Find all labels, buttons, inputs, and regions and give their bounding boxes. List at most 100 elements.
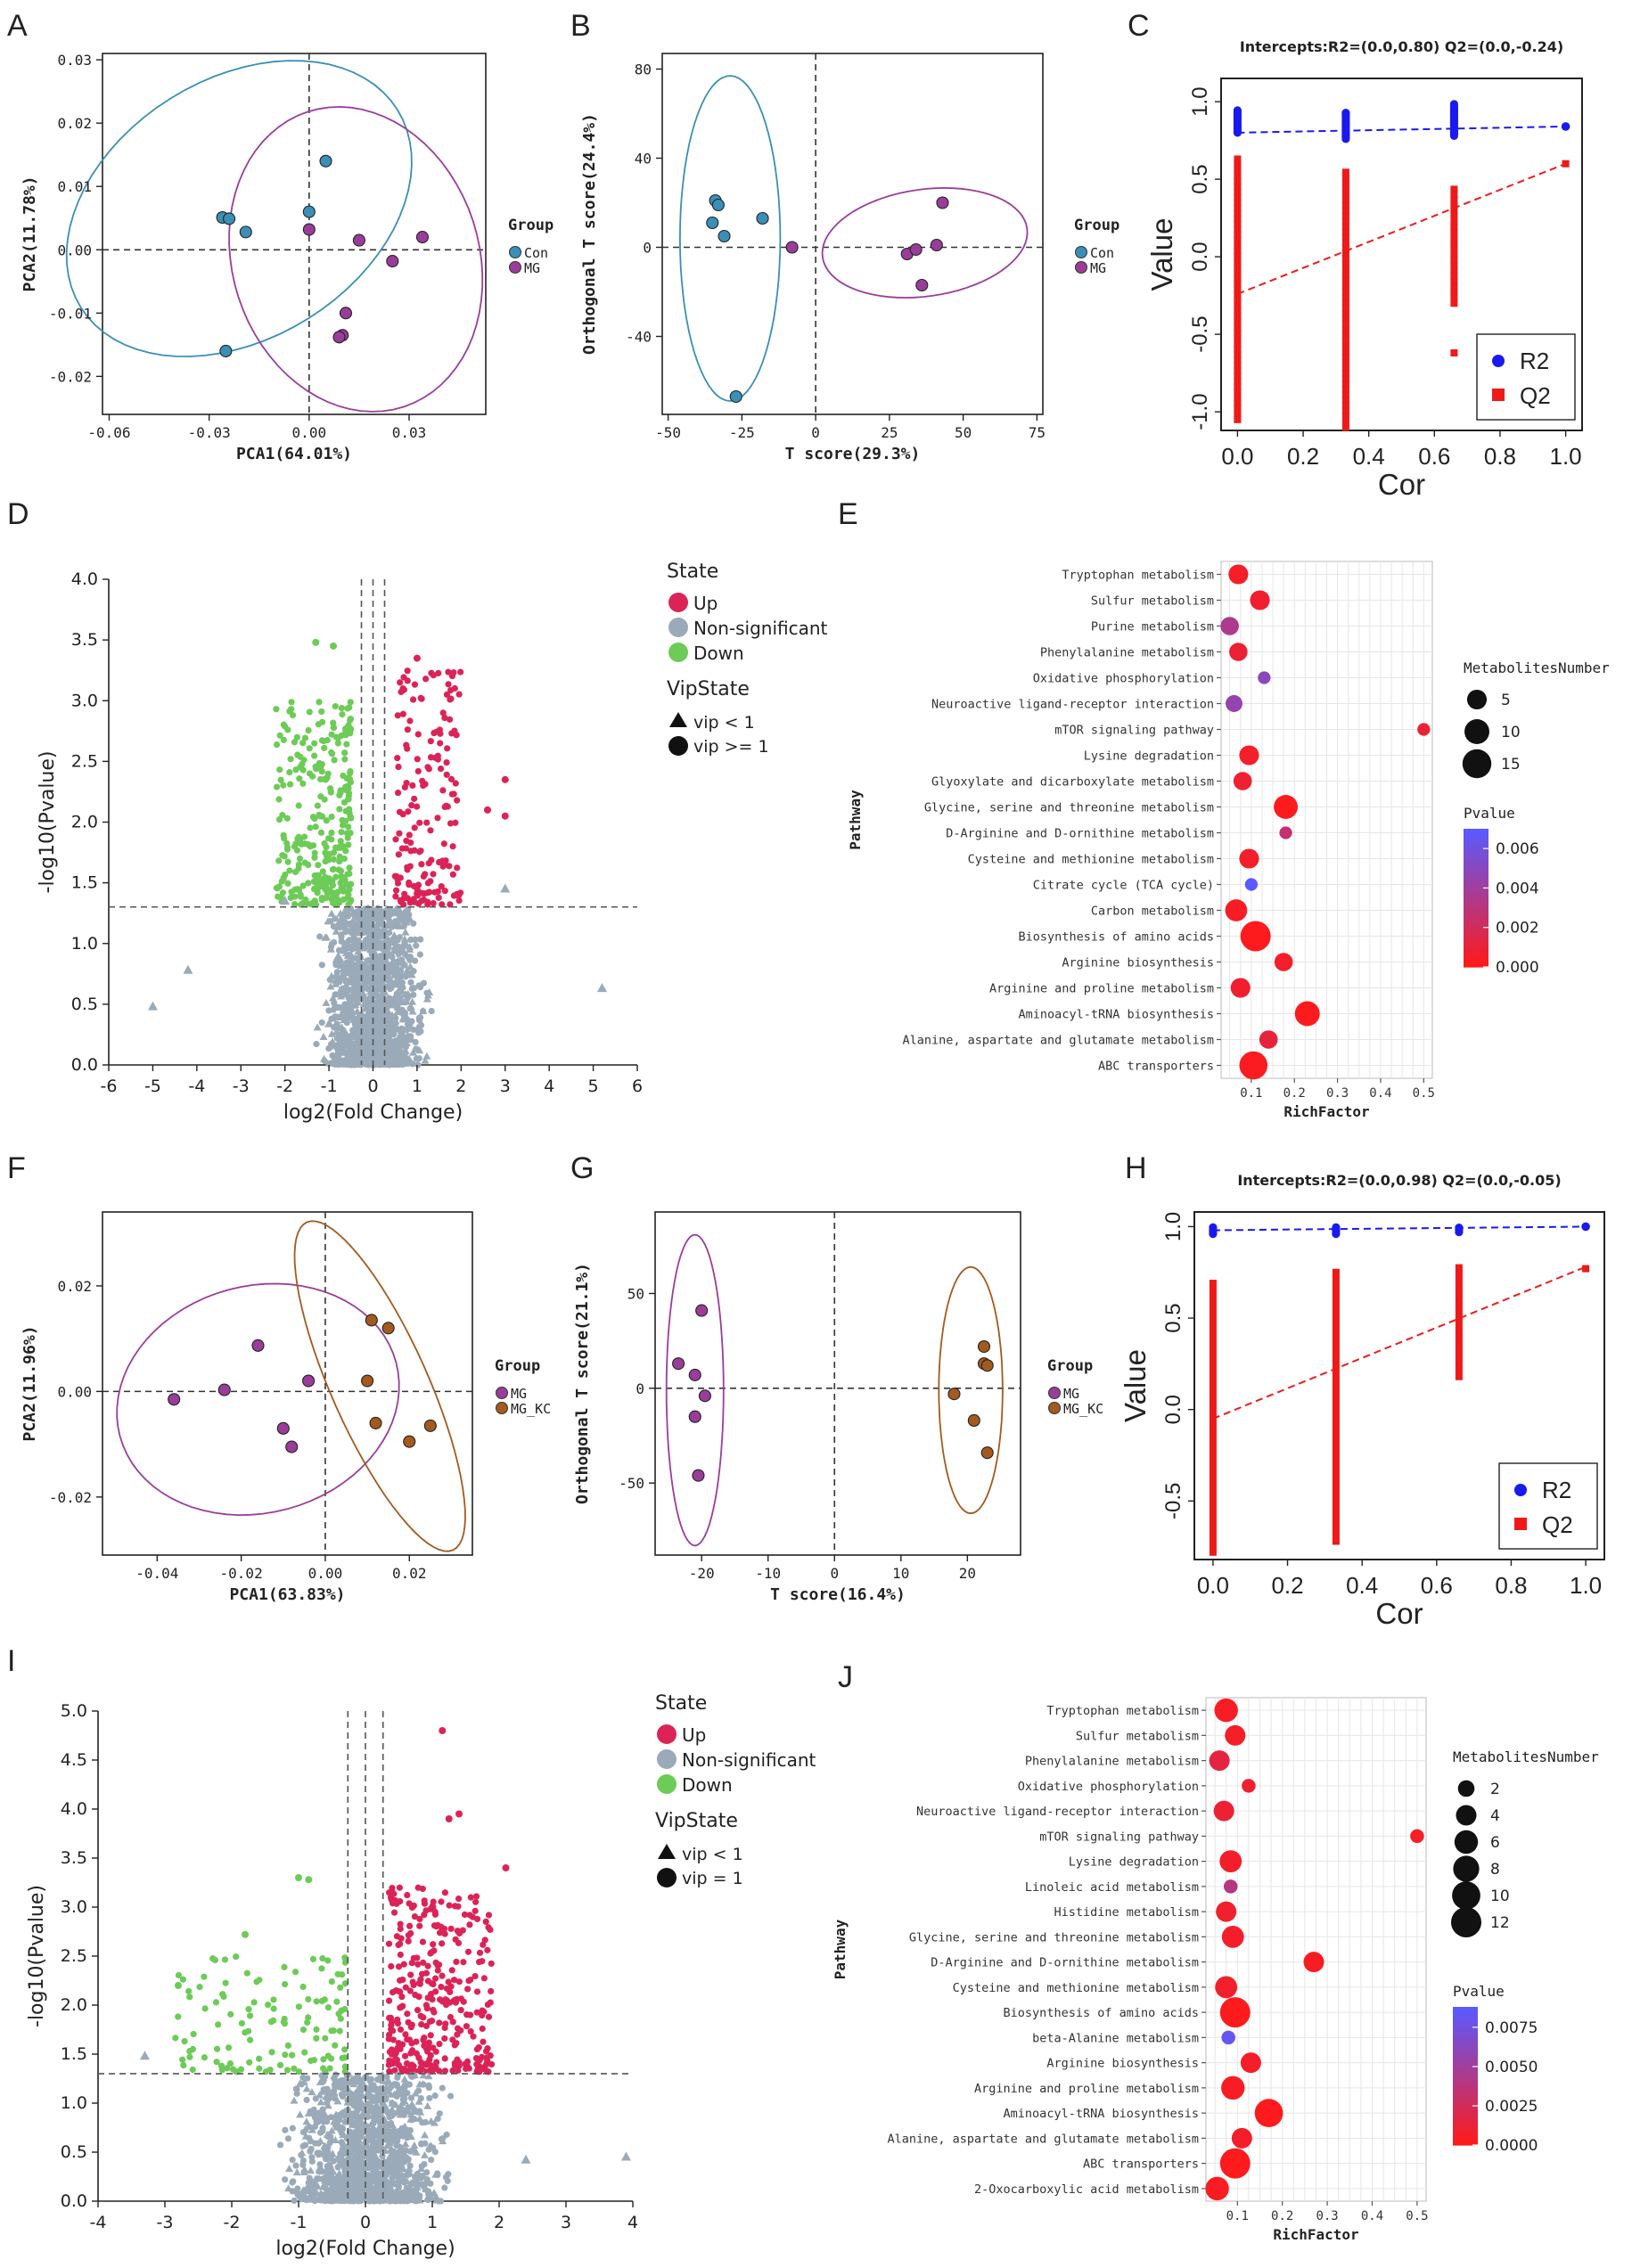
q2-point	[1209, 1311, 1217, 1319]
q2-point	[1234, 323, 1242, 332]
volcano-point-nonsignificant	[427, 2117, 436, 2125]
volcano-point-nonsignificant	[350, 938, 358, 946]
volcano-point-nonsignificant	[375, 2096, 384, 2104]
q2-point	[1341, 190, 1349, 198]
legend-marker-D	[668, 643, 688, 662]
legend-label-B: Con	[1090, 245, 1114, 261]
volcano-point-down	[324, 1957, 332, 1964]
y-tick-label-C: -1.0	[1188, 393, 1212, 430]
volcano-point-down	[330, 856, 337, 863]
volcano-point-nonsignificant	[299, 2157, 307, 2165]
volcano-point-nonsignificant	[403, 1031, 412, 1039]
size-legend-marker	[1451, 1907, 1481, 1937]
volcano-point-down	[243, 1969, 250, 1977]
volcano-point-up	[405, 2018, 412, 2026]
volcano-point-down	[342, 729, 349, 736]
volcano-point-down	[299, 780, 307, 787]
color-legend-gradient	[1464, 912, 1488, 916]
volcano-point-up	[443, 758, 450, 766]
y-tick-label-F: 0.02	[57, 1278, 92, 1295]
volcano-point-down	[315, 721, 322, 728]
volcano-point-nonsignificant	[363, 997, 370, 1005]
volcano-point-down	[309, 1955, 316, 1962]
volcano-point-up	[385, 1997, 393, 2004]
volcano-point-nonsignificant	[375, 1045, 384, 1053]
legend-marker-I	[657, 1749, 677, 1769]
q2-point	[1332, 1505, 1340, 1513]
volcano-point-up	[422, 2022, 431, 2030]
volcano-point-nonsignificant	[390, 2081, 398, 2088]
volcano-point-up	[452, 780, 459, 787]
volcano-point-nonsignificant	[378, 1060, 385, 1067]
pathway-label: Tryptophan metabolism	[1062, 569, 1214, 583]
q2-point	[1450, 207, 1458, 215]
volcano-point-nonsignificant	[399, 908, 408, 916]
volcano-point-down	[181, 2038, 188, 2045]
volcano-point-up	[464, 1948, 472, 1955]
panel-labels: A B C D E F G H I J	[7, 9, 1150, 1694]
x-tick-label-G: 10	[892, 1565, 909, 1582]
volcano-point-down	[347, 813, 354, 820]
volcano-point-nonsignificant	[339, 2131, 348, 2139]
panel-label-j: J	[838, 1660, 853, 1694]
q2-point	[1209, 1286, 1217, 1294]
volcano-point-nonsignificant	[421, 2131, 430, 2139]
volcano-point-up	[467, 2027, 474, 2035]
color-legend-gradient	[1464, 859, 1488, 864]
volcano-point-nonsignificant	[356, 2173, 363, 2181]
q2-point	[1450, 245, 1458, 253]
pathway-bubble	[1229, 643, 1248, 661]
volcano-point-nonsignificant	[393, 997, 400, 1004]
volcano-point-nonsignificant	[327, 909, 336, 917]
volcano-point-nonsignificant	[408, 2117, 415, 2124]
legend-box-H	[1498, 1462, 1598, 1550]
q2-point	[1234, 367, 1242, 375]
volcano-point-nonsignificant	[320, 2197, 327, 2204]
q2-point	[1341, 255, 1349, 263]
volcano-point-nonsignificant	[322, 2184, 329, 2191]
volcano-point-nonsignificant	[319, 2073, 328, 2081]
q2-point	[1332, 1486, 1340, 1494]
volcano-point-up	[406, 1987, 414, 1994]
legend-label-I: Non-significant	[682, 1749, 816, 1771]
volcano-point-up	[421, 2034, 428, 2042]
volcano-outlier	[439, 1727, 447, 1734]
volcano-point-nonsignificant	[307, 2148, 314, 2155]
q2-point	[1341, 206, 1349, 214]
volcano-point-nonsignificant	[333, 2097, 342, 2105]
legend-marker-B	[1075, 246, 1087, 258]
volcano-point-up	[411, 1912, 419, 1920]
q2-point	[1450, 277, 1458, 285]
x-tick-label-F: 0.00	[308, 1565, 343, 1582]
x-tick-label-G: 20	[959, 1565, 976, 1582]
volcano-point-down	[334, 888, 341, 896]
volcano-point-nonsignificant	[363, 914, 370, 921]
volcano-point-nonsignificant	[374, 1008, 382, 1015]
volcano-point-down	[348, 880, 355, 888]
q2-point	[1450, 283, 1458, 291]
q2-point	[1234, 231, 1242, 239]
y-axis-label-A: PCA2(11.78%)	[21, 176, 39, 291]
volcano-point-nonsignificant	[366, 2133, 373, 2141]
volcano-point-up	[438, 1983, 445, 1991]
volcano-point-down	[347, 699, 354, 706]
y-tick-label-B: 80	[635, 61, 652, 78]
volcano-point-nonsignificant	[360, 921, 367, 928]
volcano-point-up	[439, 1998, 447, 2005]
y-axis-label-E: Pathway	[847, 790, 864, 850]
volcano-point-nonsignificant	[377, 995, 384, 1003]
q2-point	[1341, 413, 1349, 421]
confidence-ellipse-A	[65, 60, 413, 357]
legend-label-D: Down	[693, 643, 744, 664]
data-point-mg_kc	[967, 1413, 980, 1428]
volcano-point-down	[293, 733, 300, 741]
volcano-point-nonsignificant	[331, 999, 338, 1007]
volcano-point-up	[414, 731, 422, 738]
q2-point	[1209, 1491, 1217, 1499]
pathway-bubble	[1231, 2127, 1252, 2149]
volcano-point-up	[461, 1911, 469, 1919]
volcano-point-up	[438, 883, 445, 890]
volcano-point-nonsignificant	[349, 916, 357, 924]
volcano-point-up	[455, 1939, 463, 1946]
